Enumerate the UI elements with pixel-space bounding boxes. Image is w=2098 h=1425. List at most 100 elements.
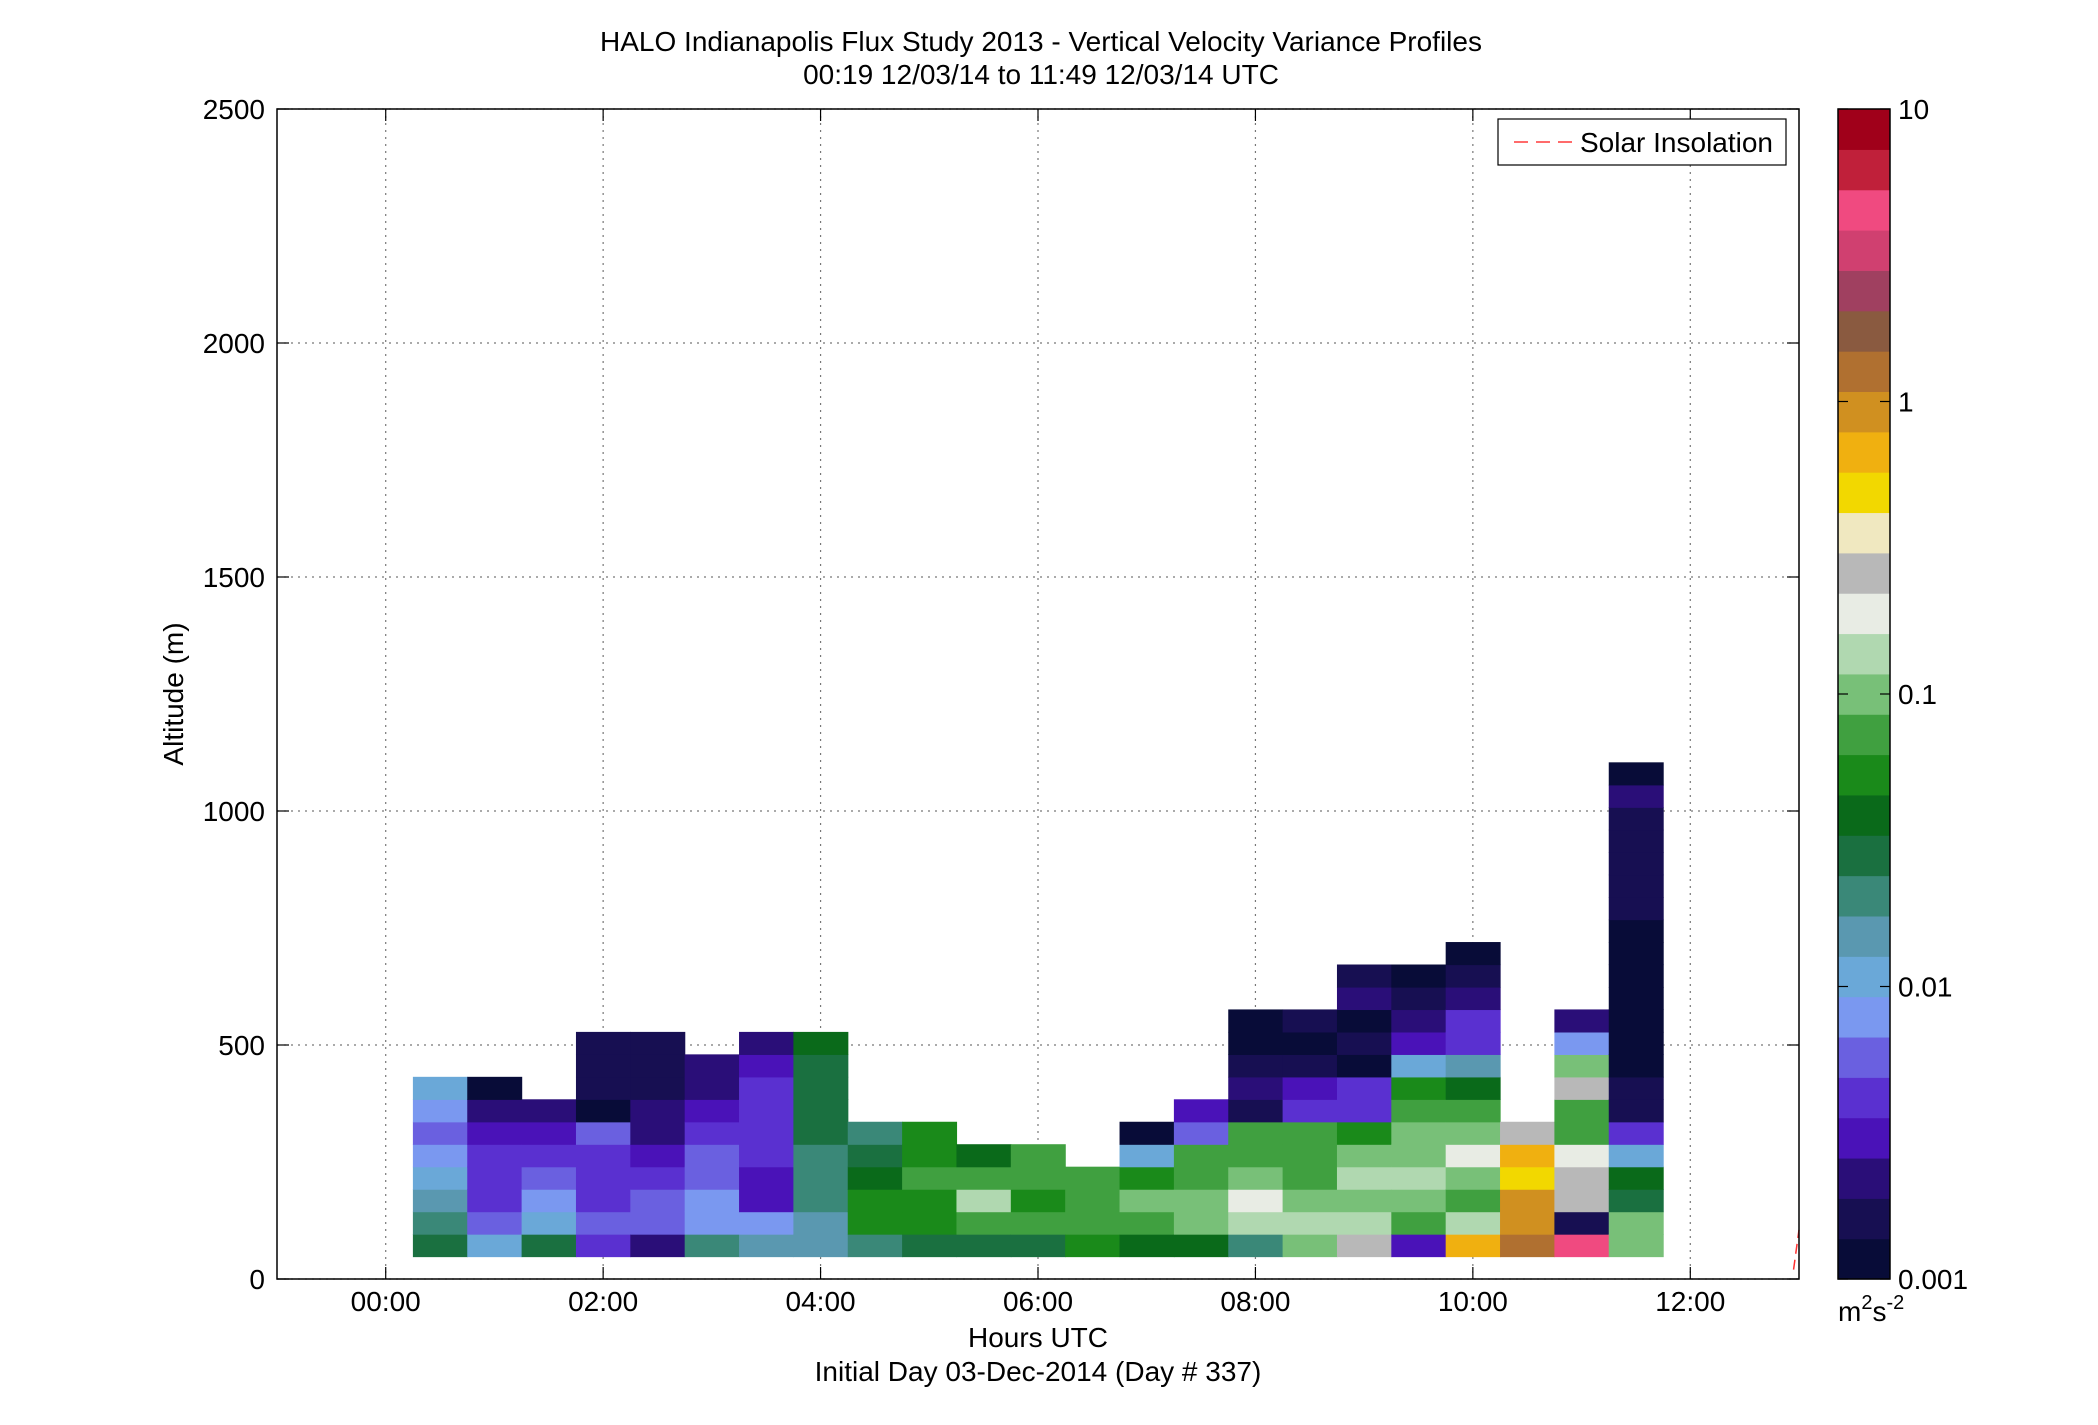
heatmap-cell	[412, 1144, 468, 1168]
heatmap-cell	[1445, 1189, 1501, 1213]
heatmap-cell	[467, 1234, 523, 1258]
heatmap-cell	[1445, 1054, 1501, 1078]
heatmap-cell	[1336, 1121, 1392, 1145]
colorbar-swatch	[1838, 633, 1890, 675]
heatmap-cell	[467, 1166, 523, 1190]
heatmap-cell	[1282, 1189, 1338, 1213]
heatmap-cell	[575, 1121, 631, 1145]
colorbar-swatch	[1838, 754, 1890, 796]
heatmap-cell	[847, 1189, 903, 1213]
heatmap-cell	[956, 1189, 1012, 1213]
colorbar-tick-label: 0.1	[1898, 679, 1937, 710]
heatmap-cell	[521, 1144, 577, 1168]
heatmap-cell	[630, 1099, 686, 1123]
colorbar-tick-label: 1	[1898, 387, 1914, 418]
heatmap-cell	[1228, 1166, 1284, 1190]
heatmap-cell	[793, 1166, 849, 1190]
y-tick-labels: 0 500 1000 1500 2000 2500	[203, 94, 265, 1295]
heatmap-cell	[467, 1099, 523, 1123]
heatmap-cell	[1445, 1076, 1501, 1100]
heatmap-cell	[630, 1031, 686, 1055]
heatmap-cell	[847, 1234, 903, 1258]
y-tick-label: 1500	[203, 562, 265, 593]
y-tick-label: 0	[249, 1264, 265, 1295]
heatmap-cell	[1010, 1211, 1066, 1235]
x-tick-label: 08:00	[1220, 1286, 1290, 1317]
heatmap-cell	[1608, 784, 1664, 808]
heatmap-cell	[412, 1166, 468, 1190]
heatmap-cell	[1010, 1234, 1066, 1258]
heatmap-cell	[847, 1166, 903, 1190]
heatmap-cell	[1228, 1009, 1284, 1033]
heatmap-cell	[1554, 1144, 1610, 1168]
colorbar-swatch	[1838, 996, 1890, 1038]
heatmap-cell	[793, 1099, 849, 1123]
heatmap-cell	[1228, 1189, 1284, 1213]
heatmap-cell	[1608, 1189, 1664, 1213]
heatmap-cell	[1228, 1144, 1284, 1168]
x-axis-label: Hours UTC	[968, 1322, 1108, 1353]
heatmap-cell	[847, 1211, 903, 1235]
x-tick-label: 12:00	[1655, 1286, 1725, 1317]
heatmap-cell	[1391, 986, 1447, 1011]
heatmap-cell	[1445, 1031, 1501, 1055]
x-tick-label: 02:00	[568, 1286, 638, 1317]
heatmap-cell	[575, 1076, 631, 1100]
colorbar-swatch	[1838, 915, 1890, 957]
heatmap-cell	[847, 1144, 903, 1168]
plot-area	[276, 108, 1800, 1280]
heatmap-cell	[1173, 1189, 1229, 1213]
heatmap-cell	[575, 1166, 631, 1190]
heatmap-cell	[1445, 1009, 1501, 1033]
heatmap-cell	[739, 1054, 794, 1078]
heatmap-cell	[1336, 1189, 1392, 1213]
heatmap-cell	[1010, 1166, 1066, 1190]
heatmap-cell	[1282, 1166, 1338, 1190]
heatmap-cell	[1554, 1076, 1610, 1100]
heatmap-cell	[630, 1211, 686, 1235]
heatmap-cell	[902, 1144, 958, 1168]
heatmap-cell	[1608, 897, 1664, 921]
axis-ticks	[277, 108, 1799, 1280]
heatmap-cell	[739, 1166, 794, 1190]
heatmap-cell	[1173, 1234, 1229, 1258]
heatmap-cell	[1554, 1211, 1610, 1235]
heatmap-cell	[467, 1144, 523, 1168]
heatmap-cell	[1010, 1189, 1066, 1213]
colorbar-swatch	[1838, 956, 1890, 998]
heatmap-cell	[1608, 762, 1664, 786]
heatmap-cell	[1608, 829, 1664, 853]
heatmap-cell	[1119, 1234, 1175, 1258]
heatmap-cell	[575, 1144, 631, 1168]
heatmap-cell	[793, 1211, 849, 1235]
heatmap-cell	[1554, 1031, 1610, 1055]
heatmap-cell	[1336, 1144, 1392, 1168]
heatmap-cell	[793, 1144, 849, 1168]
heatmap-cell	[1173, 1144, 1229, 1168]
colorbar-tick-label: 0.001	[1898, 1264, 1968, 1295]
heatmap-cell	[521, 1234, 577, 1258]
heatmap-cell	[1065, 1189, 1121, 1213]
heatmap-cell	[1500, 1121, 1555, 1145]
heatmap-cell	[1282, 1054, 1338, 1078]
heatmap-cell	[1445, 1234, 1501, 1258]
heatmap-cell	[1554, 1009, 1610, 1033]
heatmap-cell	[1608, 1121, 1664, 1145]
heatmap-cell	[1228, 1211, 1284, 1235]
heatmap-cell	[684, 1099, 740, 1123]
heatmap-cell	[630, 1234, 686, 1258]
heatmap-cell	[575, 1031, 631, 1055]
colorbar-swatch	[1838, 109, 1890, 150]
colorbar-swatch	[1838, 552, 1890, 594]
colorbar-swatch	[1838, 1077, 1890, 1119]
heatmap-cell	[1119, 1166, 1175, 1190]
heatmap-cell	[1608, 1211, 1664, 1235]
heatmap-cell	[793, 1054, 849, 1078]
colorbar-swatch	[1838, 391, 1890, 433]
chart-subtitle: 00:19 12/03/14 to 11:49 12/03/14 UTC	[803, 59, 1279, 90]
heatmap-cell	[1282, 1099, 1338, 1123]
heatmap-cell	[1336, 1166, 1392, 1190]
heatmap-cell	[1282, 1009, 1338, 1033]
colorbar-units: m2s-2	[1838, 1292, 1904, 1327]
heatmap-cell	[902, 1121, 958, 1145]
